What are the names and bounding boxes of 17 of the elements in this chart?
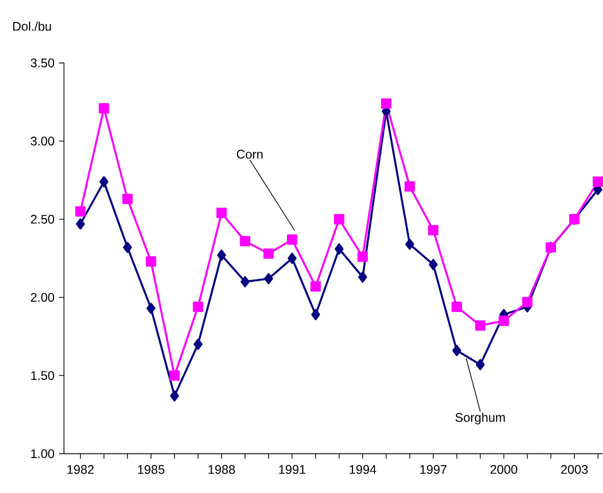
- x-tick-label: 1985: [138, 465, 164, 474]
- y-tick-label: 3.00: [30, 136, 54, 146]
- y-tick-label: 2.00: [30, 293, 54, 302]
- text: Sorghum: [456, 412, 505, 425]
- y-axis-title: Dol./bu: [13, 22, 51, 31]
- y-tick-label: 3.50: [30, 58, 54, 68]
- x-tick-label: 1997: [420, 465, 447, 474]
- y-tick-label: 1.00: [31, 449, 54, 458]
- text: Corn: [236, 150, 263, 159]
- y-tick-label: 2.50: [30, 214, 54, 224]
- x-tick-label: 1991: [279, 465, 306, 474]
- y-tick-label: 1.50: [31, 371, 54, 380]
- x-tick-label: 1982: [67, 465, 94, 474]
- x-tick-label: 2003: [561, 465, 588, 474]
- x-tick-label: 2000: [490, 465, 518, 474]
- x-tick-label: 1988: [208, 465, 235, 474]
- x-tick-label: 1994: [350, 465, 376, 474]
